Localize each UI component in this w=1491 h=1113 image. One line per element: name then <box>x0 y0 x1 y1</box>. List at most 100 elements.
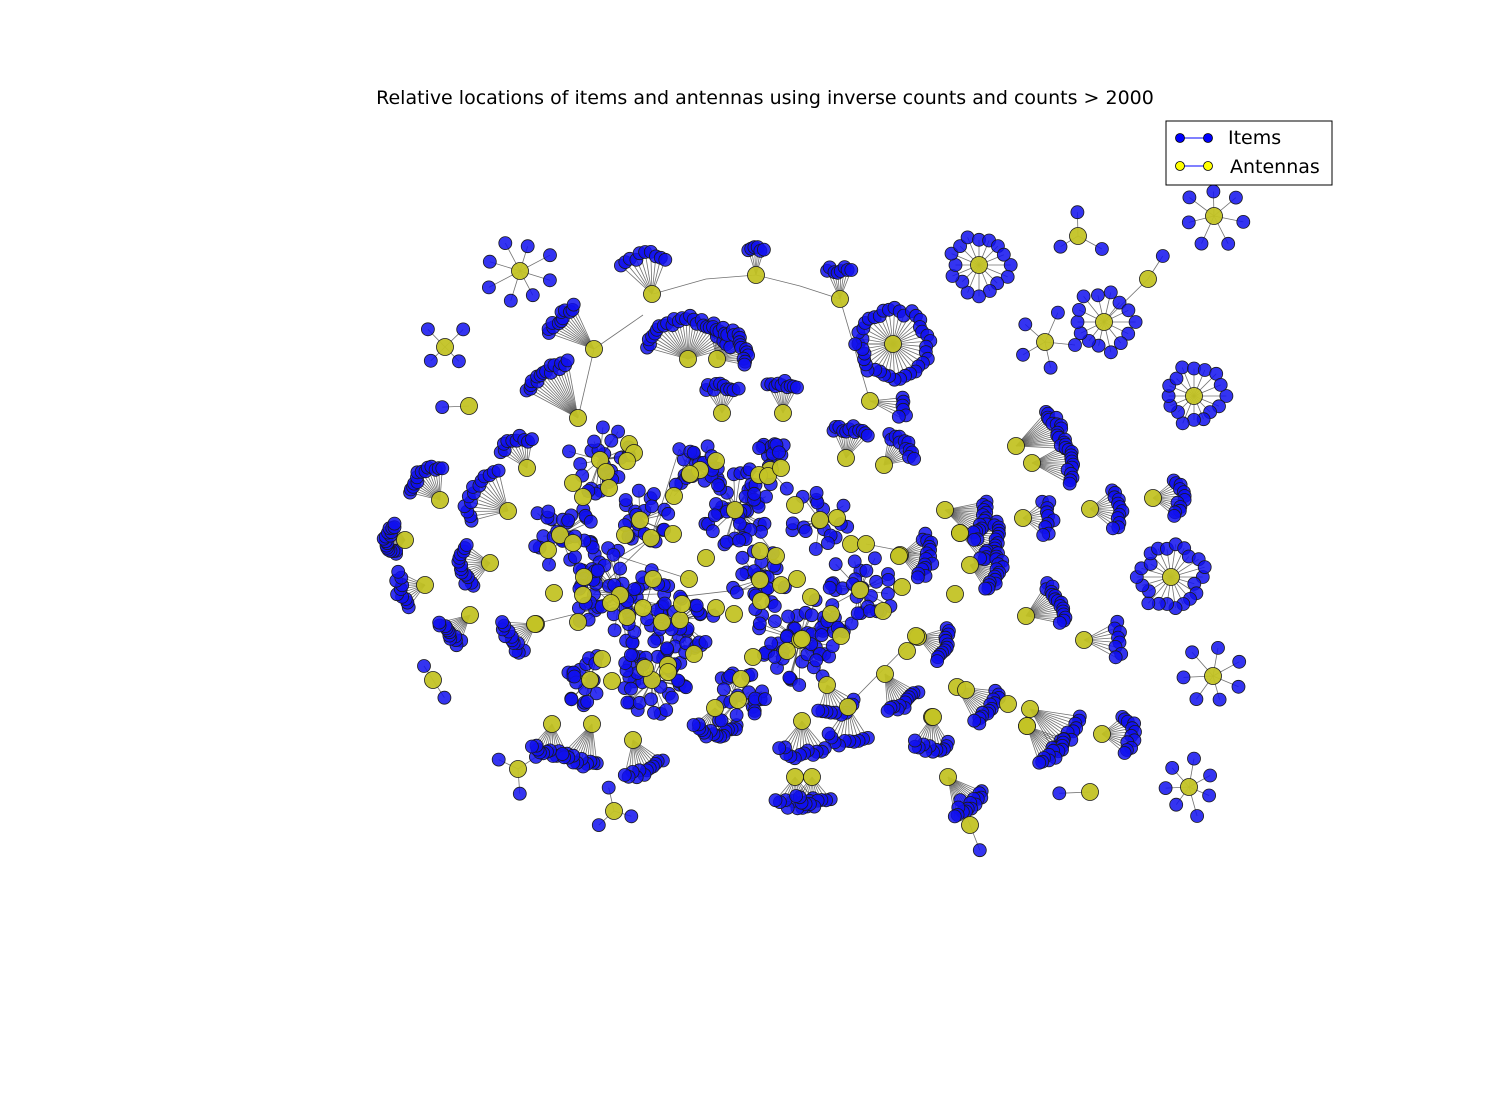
item-node <box>567 669 582 684</box>
antenna-node <box>751 542 769 560</box>
graph-edge <box>542 372 579 419</box>
item-node <box>1202 788 1216 803</box>
item-node <box>562 444 576 459</box>
item-node <box>1219 389 1234 403</box>
item-node <box>764 636 778 651</box>
item-node <box>451 354 466 369</box>
item-node <box>495 615 510 629</box>
item-node <box>1043 360 1058 375</box>
item-node <box>606 548 621 562</box>
antenna-node <box>509 760 527 778</box>
item-node <box>659 703 674 717</box>
antenna-node <box>851 581 869 599</box>
antenna-node <box>644 570 662 588</box>
antenna-node <box>605 802 623 820</box>
item-node <box>1051 305 1065 320</box>
graph-edge <box>577 348 595 419</box>
antenna-node <box>772 459 790 477</box>
legend-antennas-marker-left <box>1175 161 1185 171</box>
item-node <box>541 504 556 519</box>
legend-items-marker-left <box>1175 133 1185 143</box>
item-node <box>1189 692 1204 706</box>
item-node <box>910 570 925 585</box>
antenna-node <box>707 599 725 617</box>
antenna-node <box>481 554 499 572</box>
item-node <box>1158 781 1173 795</box>
item-node <box>644 499 659 514</box>
antenna-node <box>636 659 654 677</box>
item-node <box>881 586 895 601</box>
item-node <box>1076 289 1091 304</box>
antenna-node <box>600 479 618 497</box>
antenna-node <box>575 568 593 586</box>
item-node <box>686 445 701 460</box>
item-node <box>1053 239 1068 254</box>
antenna-node <box>1144 489 1162 507</box>
item-node <box>747 706 762 721</box>
item-node <box>1190 809 1204 823</box>
item-node <box>1052 786 1067 801</box>
item-node <box>1169 797 1184 812</box>
antenna-node <box>659 663 677 681</box>
legend-antennas-marker-right <box>1203 161 1213 171</box>
item-node <box>660 641 674 656</box>
antenna-node <box>713 404 731 422</box>
antenna-node <box>511 262 529 280</box>
antenna-node <box>759 467 777 485</box>
item-node <box>601 780 616 795</box>
item-node <box>481 280 496 295</box>
legend-box <box>1165 120 1333 186</box>
item-node <box>809 653 824 668</box>
item-node <box>1187 751 1201 766</box>
item-node <box>908 733 922 748</box>
item-node <box>613 561 627 576</box>
graph-edge <box>593 314 644 350</box>
item-node <box>768 793 783 808</box>
item-node <box>907 451 921 466</box>
item-node <box>752 616 767 631</box>
antenna-node <box>907 627 925 645</box>
antenna-node <box>898 642 916 660</box>
antenna-node <box>793 630 811 648</box>
item-node <box>881 573 896 587</box>
antenna-node <box>744 648 762 666</box>
item-node <box>525 739 539 754</box>
item-node <box>809 485 824 500</box>
item-node <box>1095 242 1109 256</box>
item-node <box>1016 347 1030 362</box>
antenna-node <box>857 535 875 553</box>
item-node <box>772 445 786 460</box>
item-node <box>391 564 406 579</box>
antenna-node <box>828 509 846 527</box>
item-node <box>1229 190 1243 205</box>
antenna-node <box>593 650 611 668</box>
item-node <box>1113 336 1128 351</box>
antenna-node <box>1014 509 1032 527</box>
item-node <box>420 322 435 337</box>
item-node <box>573 457 588 471</box>
antenna-node <box>569 613 587 631</box>
item-node <box>498 236 513 251</box>
antenna-node <box>1095 313 1113 331</box>
item-node <box>423 353 438 368</box>
antenna-node <box>726 501 744 519</box>
antenna-node <box>1162 568 1180 586</box>
item-node <box>561 513 576 528</box>
item-node <box>525 432 539 447</box>
item-node <box>737 357 752 372</box>
item-node <box>772 741 787 755</box>
item-node <box>525 288 540 303</box>
antenna-node <box>876 665 894 683</box>
antenna-node <box>680 570 698 588</box>
antenna-node <box>664 525 682 543</box>
antenna-node <box>939 768 957 786</box>
antenna-node <box>583 715 601 733</box>
antenna-node <box>461 606 479 624</box>
graph-edge <box>650 448 680 539</box>
item-node <box>947 809 962 824</box>
antenna-node <box>624 731 642 749</box>
antenna-node <box>574 488 592 506</box>
item-node <box>620 695 635 710</box>
item-node <box>828 557 843 572</box>
item-node <box>604 433 619 448</box>
